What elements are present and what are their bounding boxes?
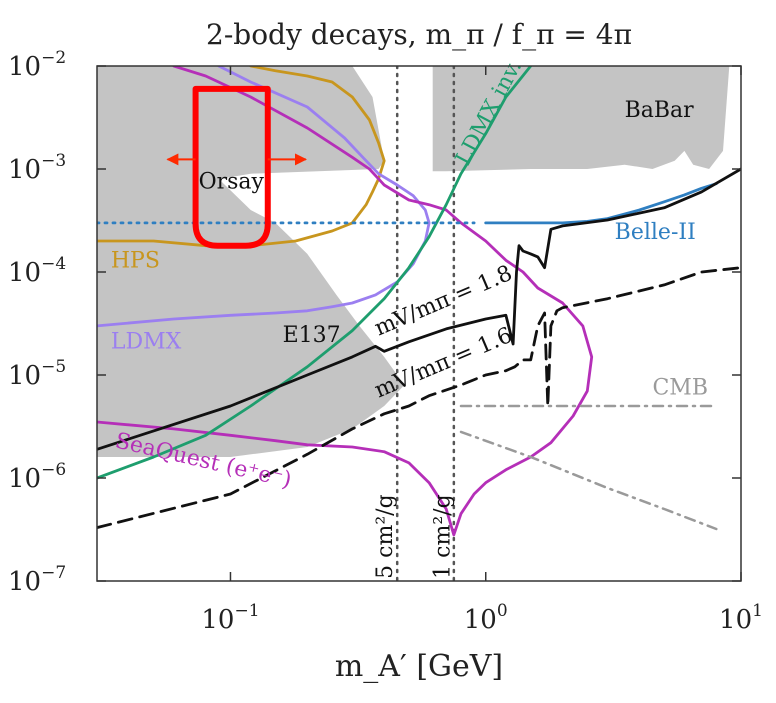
x-tick-label-2: 101 — [719, 601, 763, 635]
plot-label-0: Orsay — [199, 169, 265, 194]
plot-frame — [96, 65, 742, 582]
highlight-box — [192, 85, 271, 249]
y-tick-label-4: 10−3 — [8, 151, 66, 185]
x-tick-label-0: 10−1 — [201, 601, 259, 635]
y-tick-label-5: 10−2 — [8, 48, 66, 82]
series-line-6 — [97, 167, 741, 451]
plot-label-12: 1 cm²/g — [430, 494, 455, 579]
plot-label-1: BaBar — [625, 98, 695, 123]
plot-label-5: Belle-II — [615, 220, 696, 245]
y-tick-label-1: 10−6 — [8, 460, 66, 494]
plot-label-11: 5 cm²/g — [373, 494, 398, 579]
plot-label-2: HPS — [111, 249, 160, 274]
excluded-region-1 — [432, 66, 730, 172]
y-tick-label-3: 10−4 — [8, 254, 66, 288]
series-line-4 — [484, 182, 718, 225]
plot-label-6: CMB — [652, 375, 708, 400]
plot-label-4: E137 — [283, 323, 341, 348]
y-tick-label-2: 10−5 — [8, 357, 66, 391]
series-line-9 — [459, 430, 718, 531]
y-tick-label-0: 10−7 — [8, 563, 66, 597]
series-line-3 — [97, 66, 533, 480]
series-line-7 — [97, 266, 741, 529]
chart-title: 2-body decays, m_π / f_π = 4π — [206, 18, 632, 51]
x-tick-label-1: 100 — [464, 601, 508, 635]
plot-label-3: LDMX — [111, 330, 182, 355]
x-axis-title: m_A′ [GeV] — [335, 649, 503, 684]
series-line-2 — [97, 66, 594, 537]
